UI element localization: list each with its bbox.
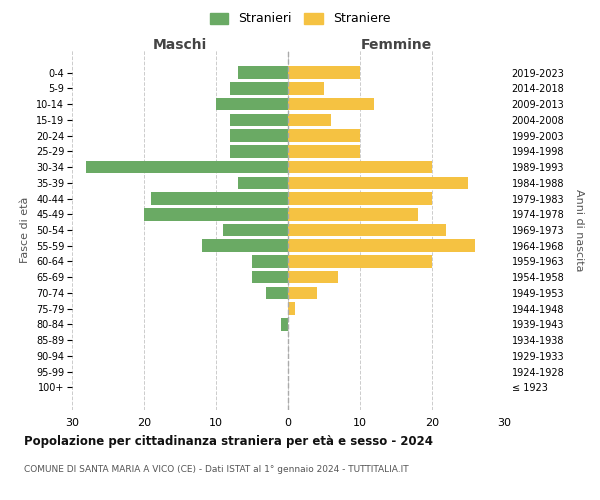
Bar: [288, 271, 338, 283]
Bar: [288, 130, 360, 142]
Y-axis label: Fasce di età: Fasce di età: [20, 197, 31, 263]
Bar: [281, 318, 288, 330]
Bar: [216, 98, 288, 110]
Bar: [288, 114, 331, 126]
Bar: [238, 176, 288, 189]
Bar: [238, 66, 288, 79]
Bar: [288, 224, 446, 236]
Bar: [230, 82, 288, 94]
Bar: [230, 114, 288, 126]
Bar: [266, 286, 288, 299]
Legend: Stranieri, Straniere: Stranieri, Straniere: [206, 8, 394, 29]
Text: COMUNE DI SANTA MARIA A VICO (CE) - Dati ISTAT al 1° gennaio 2024 - TUTTITALIA.I: COMUNE DI SANTA MARIA A VICO (CE) - Dati…: [24, 465, 409, 474]
Bar: [288, 145, 360, 158]
Bar: [288, 208, 418, 220]
Bar: [202, 240, 288, 252]
Bar: [288, 192, 432, 205]
Bar: [288, 302, 295, 315]
Bar: [86, 161, 288, 173]
Bar: [288, 176, 468, 189]
Bar: [288, 98, 374, 110]
Bar: [144, 208, 288, 220]
Bar: [151, 192, 288, 205]
Bar: [288, 161, 432, 173]
Bar: [288, 82, 324, 94]
Text: Maschi: Maschi: [153, 38, 207, 52]
Bar: [223, 224, 288, 236]
Text: Popolazione per cittadinanza straniera per età e sesso - 2024: Popolazione per cittadinanza straniera p…: [24, 435, 433, 448]
Bar: [288, 240, 475, 252]
Text: Femmine: Femmine: [361, 38, 431, 52]
Bar: [252, 255, 288, 268]
Bar: [252, 271, 288, 283]
Bar: [230, 145, 288, 158]
Y-axis label: Anni di nascita: Anni di nascita: [574, 188, 584, 271]
Bar: [230, 130, 288, 142]
Bar: [288, 255, 432, 268]
Bar: [288, 66, 360, 79]
Bar: [288, 286, 317, 299]
